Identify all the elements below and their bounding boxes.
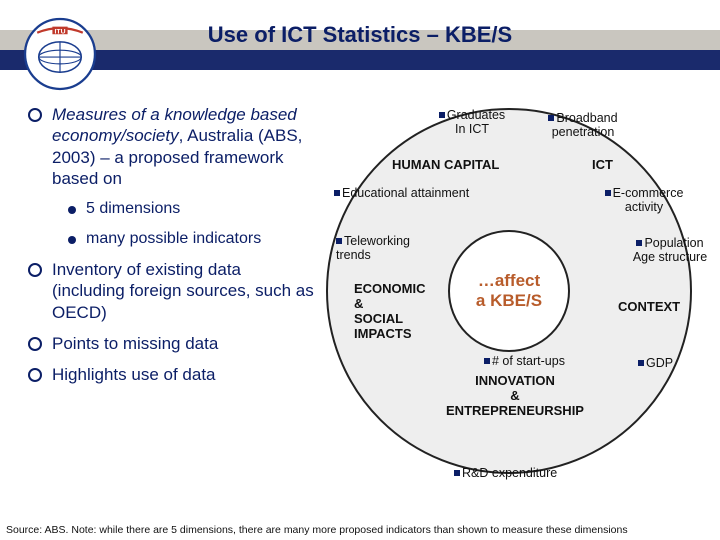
cat-context: CONTEXT xyxy=(618,300,680,315)
label-ecommerce: E-commerce activity xyxy=(602,186,686,215)
bullet-text: Measures of a knowledge based economy/so… xyxy=(52,104,314,189)
cat-ict: ICT xyxy=(592,158,613,173)
inner-ring: …affect a KBE/S xyxy=(448,230,570,352)
label-edu: Educational attainment xyxy=(334,186,469,200)
ring-diagram: …affect a KBE/S Graduates In ICT Broadba… xyxy=(322,96,714,496)
list-item: many possible indicators xyxy=(68,229,314,249)
bullet-text: 5 dimensions xyxy=(86,199,180,219)
bullet-text: Inventory of existing data (including fo… xyxy=(52,259,314,323)
bullet-icon xyxy=(28,337,42,351)
dot-icon xyxy=(68,236,76,244)
page-title: Use of ICT Statistics – KBE/S xyxy=(0,22,720,48)
list-item: Highlights use of data xyxy=(28,364,314,385)
cat-economic-social: ECONOMIC & SOCIAL IMPACTS xyxy=(354,282,426,342)
list-item: Measures of a knowledge based economy/so… xyxy=(28,104,314,189)
bullet-icon xyxy=(28,108,42,122)
bullet-icon xyxy=(28,263,42,277)
footnote: Source: ABS. Note: while there are 5 dim… xyxy=(6,524,714,536)
bullet-text: Points to missing data xyxy=(52,333,218,354)
cat-innovation: INNOVATION & ENTREPRENEURSHIP xyxy=(420,374,610,419)
bullet-text: Highlights use of data xyxy=(52,364,216,385)
label-gdp: GDP xyxy=(638,356,673,370)
list-item: 5 dimensions xyxy=(68,199,314,219)
cat-human-capital: HUMAN CAPITAL xyxy=(392,158,499,173)
list-item: Points to missing data xyxy=(28,333,314,354)
list-item: Inventory of existing data (including fo… xyxy=(28,259,314,323)
label-teleworking: Teleworking trends xyxy=(336,234,416,263)
bullet-icon xyxy=(28,368,42,382)
bullet-list: Measures of a knowledge based economy/so… xyxy=(28,104,314,395)
bullet-text: many possible indicators xyxy=(86,229,261,249)
label-graduates: Graduates In ICT xyxy=(432,108,512,137)
label-rnd: R&D expenditure xyxy=(454,466,557,480)
label-broadband: Broadband penetration xyxy=(540,111,626,140)
label-population: Population Age structure xyxy=(630,236,710,265)
label-startups: # of start-ups xyxy=(484,354,565,368)
itu-logo: ITU xyxy=(22,16,98,92)
center-label: …affect a KBE/S xyxy=(476,271,542,310)
dot-icon xyxy=(68,206,76,214)
svg-text:ITU: ITU xyxy=(55,28,66,35)
